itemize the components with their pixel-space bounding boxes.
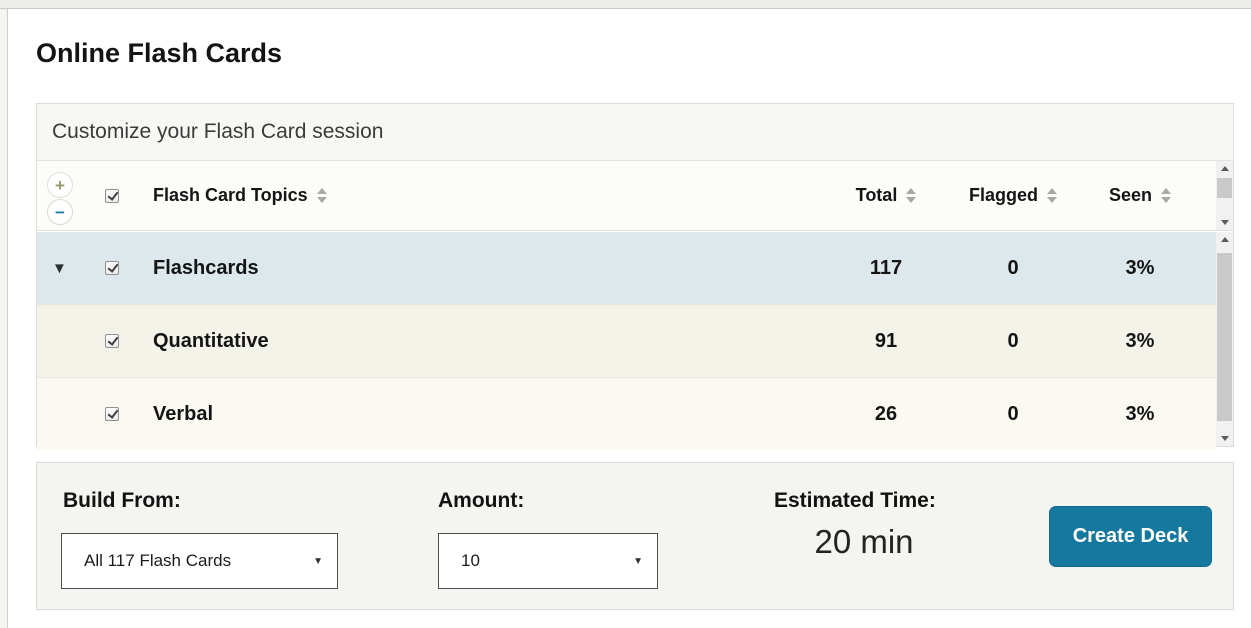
page-title: Online Flash Cards	[36, 38, 283, 68]
scrollbar-thumb[interactable]	[1217, 178, 1232, 198]
scroll-up-button[interactable]	[1216, 161, 1233, 176]
sort-icon[interactable]	[1161, 188, 1172, 203]
scrollbar-track[interactable]	[1216, 247, 1233, 431]
flagged-value: 0	[1007, 329, 1019, 352]
build-from-select[interactable]: All 117 Flash Cards ▼	[61, 533, 338, 589]
row-checkbox[interactable]	[105, 261, 119, 275]
panel-heading: Customize your Flash Card session	[37, 104, 1233, 161]
sort-icon[interactable]	[316, 188, 327, 203]
column-header-flagged[interactable]: Flagged	[946, 161, 1080, 230]
table-row-verbal[interactable]: Verbal 26 0 3%	[37, 377, 1216, 450]
row-checkbox[interactable]	[105, 407, 119, 421]
expand-all-button[interactable]: +	[47, 172, 73, 198]
scrollbar-thumb[interactable]	[1217, 253, 1232, 421]
scroll-up-button[interactable]	[1216, 232, 1233, 247]
dropdown-arrow-icon: ▼	[633, 555, 643, 567]
amount-selected-value: 10	[461, 551, 480, 570]
page-top-gutter	[0, 0, 1251, 9]
topic-label: Quantitative	[153, 329, 269, 352]
select-all-checkbox[interactable]	[105, 188, 119, 203]
check-icon	[107, 188, 119, 201]
amount-label: Amount:	[438, 489, 525, 512]
table-body-scrollbar[interactable]	[1216, 232, 1233, 446]
column-header-topics[interactable]: Flash Card Topics	[143, 161, 826, 230]
collapse-topic-icon[interactable]: ▼	[52, 259, 67, 277]
topic-label: Verbal	[153, 402, 214, 425]
column-header-total[interactable]: Total	[826, 161, 946, 230]
estimated-time-label: Estimated Time:	[774, 489, 936, 512]
sort-icon[interactable]	[906, 188, 917, 203]
build-from-label: Build From:	[63, 489, 181, 512]
total-value: 26	[874, 402, 898, 425]
flagged-value: 0	[1007, 402, 1019, 425]
column-header-total-label: Total	[855, 185, 898, 205]
table-header: + − Flash Card Topics Total Flagged	[37, 161, 1233, 231]
arrow-up-icon	[1220, 166, 1229, 171]
table-header-scrollbar[interactable]	[1216, 161, 1233, 230]
column-header-seen[interactable]: Seen	[1080, 161, 1200, 230]
total-value: 91	[874, 329, 898, 352]
sort-icon[interactable]	[1047, 188, 1057, 203]
arrow-down-icon	[1220, 436, 1229, 441]
arrow-down-icon	[1220, 220, 1229, 225]
column-header-flagged-label: Flagged	[968, 185, 1038, 205]
amount-select[interactable]: 10 ▼	[438, 533, 658, 589]
table-body: ▼ Flashcards 117 0 3% Quanti	[37, 232, 1233, 450]
create-deck-button[interactable]: Create Deck	[1049, 506, 1212, 567]
scroll-down-button[interactable]	[1216, 431, 1233, 446]
arrow-up-icon	[1220, 237, 1229, 242]
scrollbar-track[interactable]	[1216, 176, 1233, 215]
column-header-seen-label: Seen	[1108, 185, 1153, 205]
check-icon	[107, 407, 119, 419]
seen-value: 3%	[1125, 402, 1155, 425]
total-value: 117	[869, 256, 903, 279]
column-header-topics-label: Flash Card Topics	[153, 185, 308, 205]
table-row-quantitative[interactable]: Quantitative 91 0 3%	[37, 304, 1216, 377]
topic-label: Flashcards	[153, 256, 259, 279]
flagged-value: 0	[1007, 256, 1019, 279]
scroll-down-button[interactable]	[1216, 215, 1233, 230]
deck-builder-bar: Build From: All 117 Flash Cards ▼ Amount…	[36, 462, 1234, 610]
customize-panel: Customize your Flash Card session + − Fl…	[36, 103, 1234, 450]
estimated-time-value: 20 min	[814, 523, 914, 560]
page-left-gutter	[0, 9, 8, 628]
build-from-selected-value: All 117 Flash Cards	[84, 551, 232, 570]
seen-value: 3%	[1125, 329, 1155, 352]
check-icon	[107, 334, 119, 346]
table-row-flashcards[interactable]: ▼ Flashcards 117 0 3%	[37, 232, 1216, 304]
seen-value: 3%	[1125, 256, 1155, 279]
dropdown-arrow-icon: ▼	[313, 555, 323, 567]
check-icon	[107, 261, 119, 273]
row-checkbox[interactable]	[105, 334, 119, 348]
collapse-all-button[interactable]: −	[47, 199, 73, 225]
